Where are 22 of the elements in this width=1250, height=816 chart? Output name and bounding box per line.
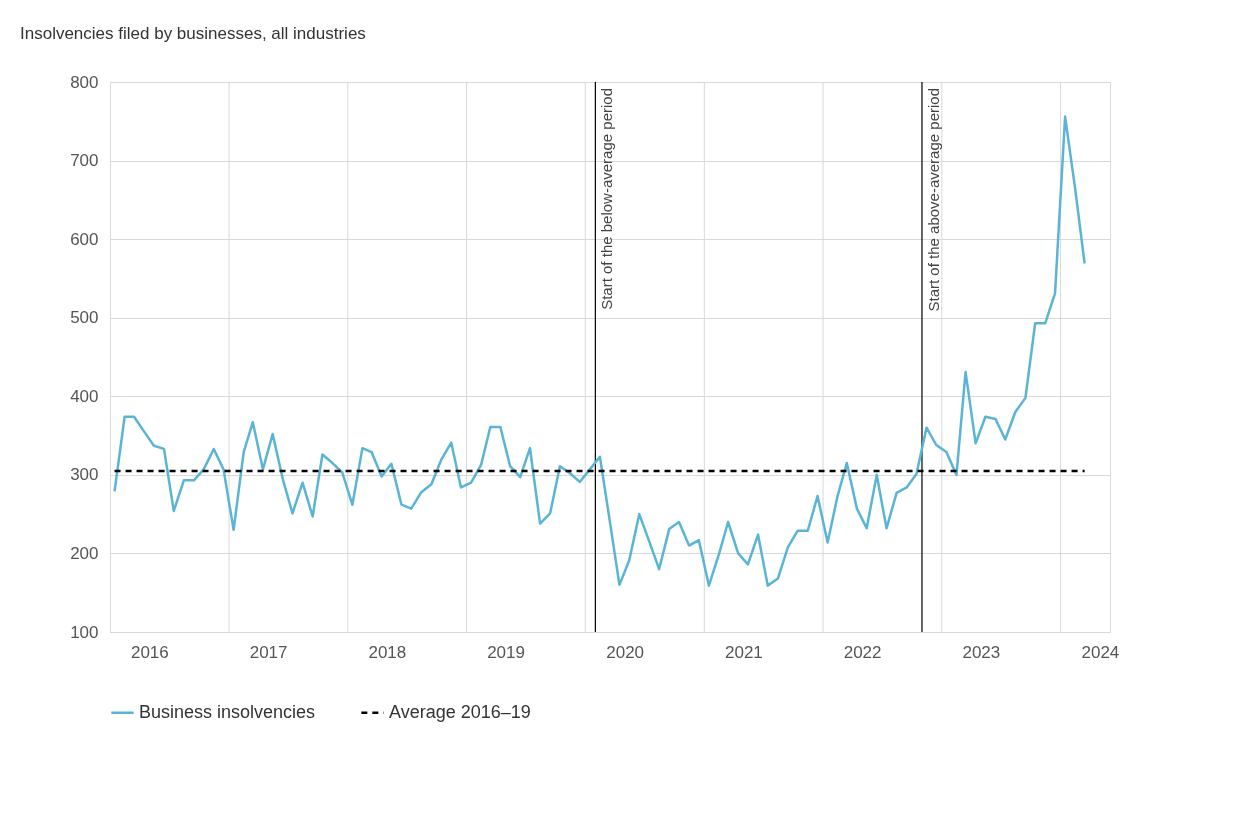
ref-line-label: Start of the below-average period — [598, 88, 616, 310]
x-tick-label: 2017 — [249, 642, 288, 662]
ref-line-label: Start of the above-average period — [924, 88, 942, 312]
y-tick-label: 800 — [70, 72, 99, 92]
x-tick-label: 2020 — [606, 642, 645, 662]
legend-label: Average 2016–19 — [389, 701, 531, 722]
x-tick-label: 2023 — [962, 642, 1001, 662]
y-tick-label: 400 — [70, 386, 99, 406]
x-tick-label: 2022 — [843, 642, 882, 662]
y-tick-label: 300 — [70, 465, 99, 485]
x-tick-label: 2016 — [130, 642, 169, 662]
x-tick-label: 2019 — [487, 642, 525, 662]
chart-title: Insolvencies filed by businesses, all industries — [20, 24, 366, 43]
y-tick-label: 100 — [70, 622, 99, 642]
x-tick-label: 2018 — [368, 642, 407, 662]
y-tick-label: 700 — [70, 151, 99, 171]
y-tick-label: 500 — [70, 308, 99, 328]
y-tick-label: 600 — [70, 229, 99, 249]
x-tick-label: 2024 — [1081, 642, 1120, 662]
x-tick-label: 2021 — [724, 642, 763, 662]
y-tick-label: 200 — [70, 543, 99, 563]
legend-label: Business insolvencies — [139, 701, 316, 722]
